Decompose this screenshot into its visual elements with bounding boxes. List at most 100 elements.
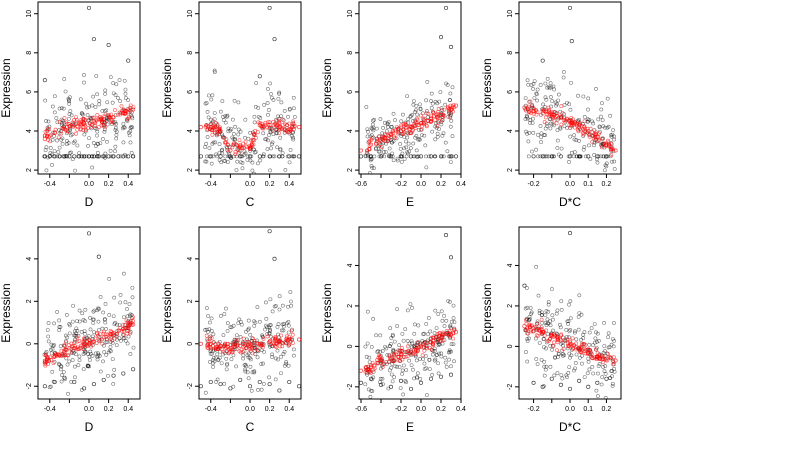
observed-point <box>254 81 258 86</box>
observed-point <box>434 326 439 331</box>
observed-point <box>279 114 284 119</box>
observed-point <box>211 355 216 360</box>
observed-point <box>211 348 216 353</box>
fitted-point <box>419 113 423 118</box>
observed-point <box>537 311 542 316</box>
observed-point <box>121 154 126 159</box>
observed-point <box>248 158 253 163</box>
observed-point <box>608 376 612 381</box>
y-tick-label: 2 <box>507 304 514 308</box>
observed-point <box>395 324 400 329</box>
observed-point <box>370 165 375 170</box>
fitted-point <box>549 334 554 339</box>
observed-point <box>548 121 553 126</box>
observed-point <box>83 350 88 354</box>
y-tick-label: 6 <box>187 90 194 94</box>
observed-point <box>81 318 86 322</box>
observed-point <box>125 314 130 319</box>
x-axis-title: C <box>246 195 255 209</box>
fitted-point <box>370 360 375 365</box>
observed-point <box>550 347 555 352</box>
observed-point <box>374 147 378 152</box>
fitted-point <box>57 119 62 124</box>
fitted-point <box>222 344 227 349</box>
observed-point <box>525 337 530 341</box>
observed-point <box>231 323 236 328</box>
observed-point <box>270 140 275 145</box>
observed-point <box>402 157 407 161</box>
observed-point <box>126 58 131 63</box>
x-tick-label: 0.1 <box>583 181 593 188</box>
fitted-point <box>428 340 434 345</box>
observed-point <box>102 350 107 354</box>
observed-point <box>604 154 609 159</box>
observed-point <box>558 382 563 387</box>
observed-point <box>204 306 209 311</box>
y-tick-label: 8 <box>347 51 354 55</box>
observed-point <box>106 154 111 159</box>
observed-point <box>86 231 92 236</box>
observed-point <box>267 154 272 159</box>
x-axis-title: D <box>85 420 94 434</box>
fitted-point <box>231 342 236 347</box>
fitted-point <box>208 342 212 347</box>
fitted-point <box>72 345 77 351</box>
observed-point <box>612 167 617 171</box>
observed-point <box>555 146 560 150</box>
observed-point <box>232 98 237 103</box>
fitted-point <box>547 109 552 114</box>
observed-point <box>91 334 95 339</box>
observed-point <box>540 58 545 63</box>
observed-point <box>127 313 132 318</box>
observed-point <box>210 154 215 159</box>
observed-point <box>252 319 256 324</box>
observed-point <box>383 344 387 349</box>
observed-point <box>208 360 212 364</box>
observed-point <box>572 330 577 335</box>
fitted-point <box>51 361 56 365</box>
observed-point <box>80 111 85 116</box>
y-tick-label: 2 <box>187 299 194 303</box>
fitted-point <box>408 348 414 353</box>
observed-point <box>224 367 229 372</box>
fitted-point <box>116 328 121 333</box>
observed-point <box>443 355 448 360</box>
observed-point <box>559 146 564 151</box>
observed-point <box>267 133 271 138</box>
fitted-point <box>597 357 602 362</box>
x-tick-label: 0.2 <box>602 181 612 188</box>
observed-point <box>428 376 434 381</box>
observed-point <box>415 112 420 117</box>
observed-point <box>98 141 103 146</box>
observed-point <box>203 328 208 332</box>
fitted-point <box>228 345 233 351</box>
observed-point <box>113 113 118 118</box>
observed-point <box>218 382 223 387</box>
fitted-point <box>273 336 278 341</box>
observed-point <box>558 322 562 327</box>
observed-point <box>130 295 135 300</box>
fitted-point <box>577 346 582 351</box>
fitted-point <box>263 122 268 127</box>
fitted-point <box>74 131 78 136</box>
observed-point <box>593 336 598 341</box>
observed-point <box>114 334 119 339</box>
observed-point <box>91 154 96 159</box>
y-tick-label: 4 <box>347 263 354 267</box>
fitted-point <box>45 134 49 139</box>
observed-point <box>425 115 430 120</box>
observed-point <box>391 347 396 352</box>
observed-point <box>586 384 591 389</box>
observed-point <box>49 351 54 356</box>
observed-point <box>101 310 106 315</box>
observed-point <box>398 386 403 391</box>
observed-point <box>106 42 111 48</box>
fitted-point <box>43 363 48 368</box>
observed-point <box>272 154 277 159</box>
fitted-point <box>268 338 273 343</box>
fitted-point <box>272 341 277 346</box>
y-tick-label: 10 <box>187 10 194 18</box>
fitted-point <box>399 123 404 128</box>
observed-point <box>255 355 260 360</box>
observed-point <box>224 306 228 311</box>
